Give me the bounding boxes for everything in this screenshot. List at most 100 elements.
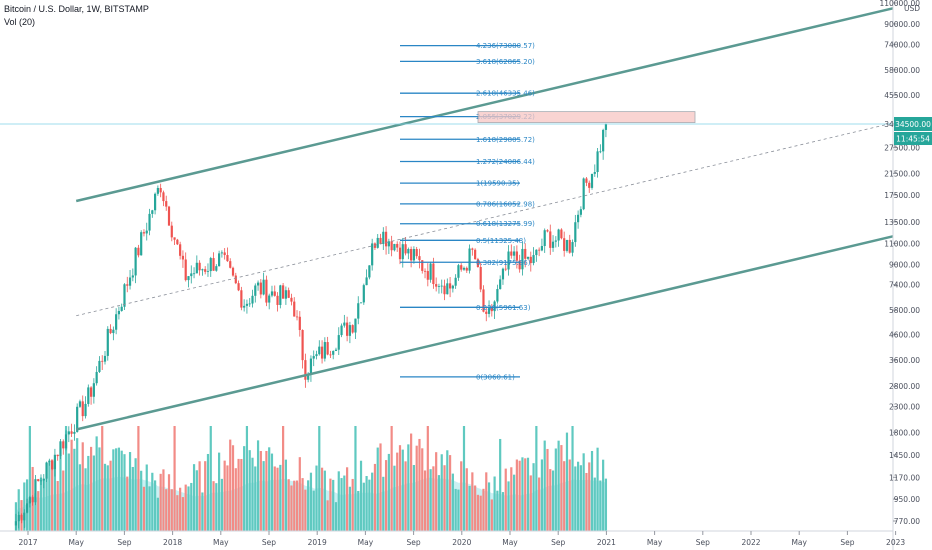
candle-body [76,406,79,432]
volume-bar [179,487,182,531]
fib-level-label: 0.5(11325.48) [476,237,526,245]
axis-bg [893,0,932,550]
volume-bar [554,448,557,531]
candle-body [56,454,59,457]
candle-body [390,241,393,251]
candle-body [582,178,585,210]
volume-bar [229,439,232,531]
volume-bar [515,459,518,531]
volume-bar [448,455,452,531]
channel-upper-line [75,0,920,203]
volume-bar [390,426,393,531]
candle-body [120,306,123,311]
candle-body [376,237,379,248]
time-axis[interactable]: 2017 May Sep 2018 May Sep 2019 May Sep 2020 May Sep… [0,530,905,547]
candle-body [117,310,121,315]
candle-body [176,239,179,245]
candle-body [126,284,129,286]
candle-body [451,285,454,289]
y-tick-label: 1450.00 [889,451,920,460]
volume-bar [487,482,491,531]
volume-bar [273,466,276,531]
y-tick-label: 1800.00 [889,428,920,437]
candle-body [248,303,251,305]
candle-body [25,503,29,513]
volume-bar [565,432,569,531]
candle-body [493,301,496,312]
price-axis[interactable]: 110000.00 90000.00 74000.00 58000.00 45500.0… [879,0,932,550]
candle-body [115,314,118,330]
volume-bar [518,460,521,531]
candle-body [359,302,363,304]
volume-bar [457,489,460,531]
y-tick-label: 45500.00 [884,91,920,100]
drawings[interactable] [0,0,920,431]
volume-bar [159,473,162,531]
volume-bar [237,458,240,531]
volume-bar [265,450,268,531]
volume-bar [240,458,243,531]
volume-bar [462,426,466,531]
candle-body [543,230,546,247]
volume-bar [521,457,524,531]
fib-level-label: 1(19590.35) [476,180,520,188]
volume-bar [23,482,26,531]
fib-levels[interactable]: 0(3060.61) 0.236(5961.63) 0.382(9175.86) 0.… [400,42,696,381]
volume-bar [593,477,596,531]
candle-body [251,295,254,304]
candle-body [354,318,357,333]
candle-body [426,271,429,280]
candle-body [465,267,468,271]
volume-bar [357,490,360,531]
candle-body [482,289,485,312]
volume-bar [418,438,421,531]
fib-level-label: 0.382(9175.86) [476,259,531,267]
candle-body [468,248,471,271]
volume-bar [376,447,379,531]
volume-bar [39,477,43,531]
candle-body [290,297,293,302]
candle-body [151,210,154,214]
candle-body [101,360,104,362]
candle-body [346,322,349,336]
candle-body [532,255,535,264]
candle-body [457,265,460,278]
volume-bar [56,481,59,531]
candle-body [351,325,354,333]
volume-bar [92,455,95,531]
volume-bar [284,459,287,531]
candle-body [540,246,544,251]
candle-body [423,270,427,272]
volume-bar [62,470,65,531]
candle-body [259,282,262,295]
volume-bar [220,478,223,531]
candle-body [460,265,463,270]
candle-body [554,240,557,242]
candle-body [443,285,446,295]
fib-level-label: 0.618(13275.99) [476,220,535,228]
volume-bar [259,451,262,531]
candle-body [245,303,249,306]
candle-body [371,243,374,266]
volume-bar [315,465,318,531]
volume-bar [215,483,218,531]
volume-bar [95,436,98,531]
volume-bar [28,426,31,531]
volume-bar [37,491,40,531]
candle-body [415,249,418,257]
candle-body [479,266,482,290]
candle-body [407,248,410,254]
volume-bar [529,475,532,531]
chart-title: Bitcoin / U.S. Dollar, 1W, BITSTAMP [4,4,149,14]
candle-body [404,244,407,254]
volume-bar [426,426,429,531]
candle-body [448,283,452,289]
candle-body [284,290,287,299]
candle-body [499,279,502,290]
x-tick-label: 2021 [597,538,616,547]
volume-bar [131,466,134,531]
candle-body [418,256,421,261]
volume-bar [501,492,505,531]
candle-body [295,316,299,318]
